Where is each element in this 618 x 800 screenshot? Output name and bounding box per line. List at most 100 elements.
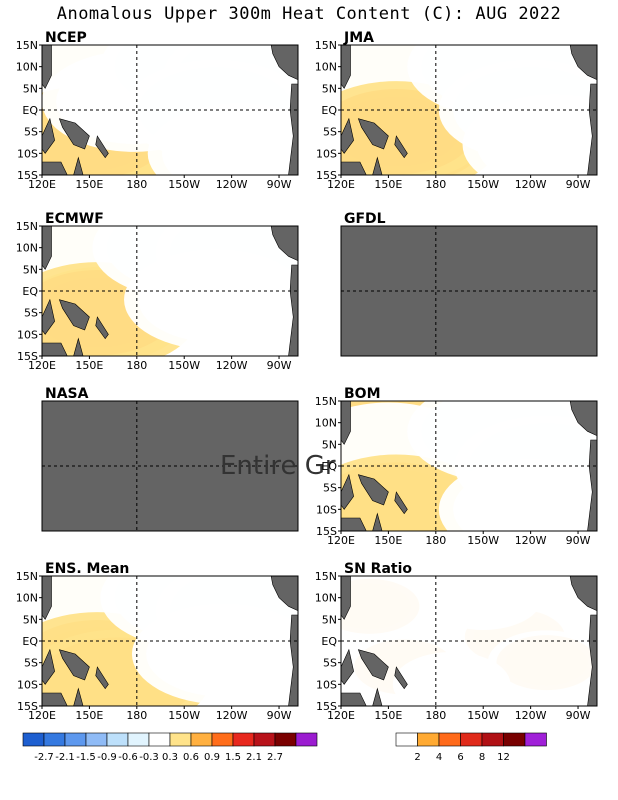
snr-colorbar: 2 4 6 8 12 bbox=[395, 732, 547, 763]
y-tick-label: 10S bbox=[316, 678, 337, 691]
land-mass bbox=[341, 517, 367, 531]
x-tick-label: 120W bbox=[216, 359, 248, 372]
x-tick-label: 90W bbox=[267, 178, 292, 191]
colorbar-label: 4 bbox=[436, 752, 442, 763]
y-tick-label: 5S bbox=[323, 126, 337, 139]
heat-blob bbox=[487, 630, 597, 695]
colorbar-swatch bbox=[148, 732, 171, 747]
y-tick-label: EQ bbox=[321, 460, 337, 473]
x-tick-label: 120E bbox=[327, 709, 355, 722]
heat-field bbox=[341, 576, 597, 706]
colorbar-swatch bbox=[85, 732, 108, 747]
heat-blob bbox=[131, 603, 298, 705]
y-tick-label: 15S bbox=[316, 169, 337, 182]
colorbar-swatch bbox=[106, 732, 129, 747]
x-tick-label: 150E bbox=[374, 534, 402, 547]
y-tick-label: EQ bbox=[22, 285, 38, 298]
land-mass bbox=[73, 337, 84, 356]
land-mass bbox=[95, 666, 109, 690]
land-mass bbox=[270, 576, 298, 611]
x-tick-label: 150W bbox=[168, 709, 200, 722]
land-mass bbox=[58, 649, 90, 681]
panel-ncep: NCEP 120E 150E 180 150W 120W 90W 15N 10N 5N EQ 5S 10… bbox=[16, 30, 299, 191]
y-tick-label: 10S bbox=[17, 328, 38, 341]
y-tick-label: 10N bbox=[315, 417, 337, 430]
x-tick-label: 180 bbox=[126, 709, 147, 722]
x-tick-label: 120E bbox=[327, 178, 355, 191]
y-tick-label: 10S bbox=[316, 503, 337, 516]
y-tick-label: 10N bbox=[16, 592, 38, 605]
panel-ens-mean: ENS. Mean 120E 150E 180 150W 120W 90W 15N 10N 5N E… bbox=[16, 561, 299, 722]
land-mass bbox=[341, 692, 367, 706]
panel-gfdl: GFDL bbox=[340, 211, 598, 357]
colorbar-swatch bbox=[127, 732, 150, 747]
figure-title: Anomalous Upper 300m Heat Content (C): A… bbox=[56, 4, 562, 24]
colorbar-swatch bbox=[43, 732, 66, 747]
panel-sn-ratio: SN Ratio 120E 150E 180 150W 120W 90W 15N 10N 5N EQ… bbox=[315, 561, 598, 722]
y-tick-label: 15N bbox=[16, 570, 38, 583]
heat-blob bbox=[392, 652, 511, 706]
land-mass bbox=[42, 298, 55, 335]
y-tick-label: 5N bbox=[23, 263, 38, 276]
x-tick-label: 120W bbox=[216, 178, 248, 191]
heat-blob bbox=[462, 94, 597, 175]
x-tick-label: 150W bbox=[467, 178, 499, 191]
x-tick-label: 150E bbox=[374, 178, 402, 191]
x-tick-label: 120W bbox=[515, 709, 547, 722]
x-tick-label: 150E bbox=[374, 709, 402, 722]
colorbar-swatch bbox=[274, 732, 297, 747]
land-mass bbox=[341, 473, 354, 510]
land-mass bbox=[341, 117, 354, 154]
colorbar-swatch bbox=[22, 732, 45, 747]
land-mass bbox=[394, 135, 408, 159]
colorbar-label: 8 bbox=[479, 752, 485, 763]
colorbar-label: 0.9 bbox=[204, 752, 220, 763]
y-tick-label: 10N bbox=[16, 242, 38, 255]
panels-layer: NCEP 120E 150E 180 150W 120W 90W 15N 10N 5N EQ 5S 10… bbox=[16, 30, 598, 722]
panel-title: ENS. Mean bbox=[45, 561, 129, 577]
colorbar-label: 0.3 bbox=[162, 752, 178, 763]
y-tick-label: EQ bbox=[22, 104, 38, 117]
land-mass bbox=[42, 692, 68, 706]
x-tick-label: 180 bbox=[425, 709, 446, 722]
panel-title: ECMWF bbox=[45, 211, 104, 227]
heat-field bbox=[341, 45, 597, 175]
panel-ecmwf: ECMWF 120E 150E 180 150W 120W 90W 15N 10N 5N EQ 5S 1… bbox=[16, 211, 299, 372]
y-tick-label: 5N bbox=[322, 613, 337, 626]
y-tick-label: 5N bbox=[322, 82, 337, 95]
y-tick-label: 5S bbox=[24, 657, 38, 670]
y-tick-label: 15N bbox=[315, 570, 337, 583]
colorbar-swatch bbox=[169, 732, 192, 747]
colorbar-swatch bbox=[295, 732, 318, 747]
panel-title: NCEP bbox=[45, 30, 87, 46]
land-mass bbox=[341, 161, 367, 175]
land-mass bbox=[73, 687, 84, 706]
y-tick-label: 10S bbox=[316, 147, 337, 160]
x-tick-label: 180 bbox=[425, 178, 446, 191]
colorbar-swatch bbox=[438, 732, 461, 747]
heat-blob bbox=[341, 576, 429, 639]
x-tick-label: 120E bbox=[327, 534, 355, 547]
colorbar-swatch bbox=[417, 732, 440, 747]
y-tick-label: 15S bbox=[316, 700, 337, 713]
x-tick-label: 150W bbox=[168, 359, 200, 372]
colorbar-label: -0.3 bbox=[139, 752, 159, 763]
colorbar-label: -2.1 bbox=[55, 752, 75, 763]
land-mass bbox=[357, 474, 389, 506]
y-tick-label: 10S bbox=[17, 678, 38, 691]
colorbar-label: -0.9 bbox=[97, 752, 117, 763]
x-tick-label: 120E bbox=[28, 178, 56, 191]
land-mass bbox=[95, 316, 109, 340]
y-tick-label: 15N bbox=[315, 395, 337, 408]
x-tick-label: 120E bbox=[28, 709, 56, 722]
land-mass bbox=[270, 226, 298, 261]
y-tick-label: 10N bbox=[16, 61, 38, 74]
y-tick-label: 5S bbox=[24, 307, 38, 320]
x-tick-label: 150W bbox=[467, 709, 499, 722]
land-mass bbox=[357, 118, 389, 150]
land-mass bbox=[42, 45, 52, 89]
panel-title: SN Ratio bbox=[344, 561, 412, 577]
heat-blob bbox=[124, 249, 298, 351]
land-mass bbox=[372, 687, 383, 706]
